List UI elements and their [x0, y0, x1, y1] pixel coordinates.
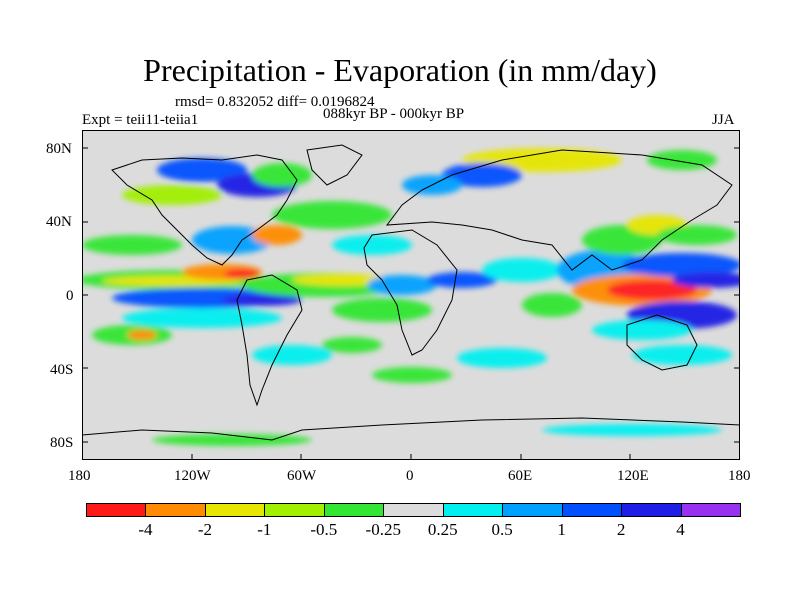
lon-label-60e: 60E [508, 468, 533, 484]
colorbar-segment [680, 503, 741, 517]
colorbar-segment [502, 503, 563, 517]
colorbar-segment [145, 503, 206, 517]
colorbar-segment [204, 503, 266, 517]
lon-label-0: 0 [406, 468, 414, 484]
rmsd-diff-text: rmsd= 0.832052 diff= 0.0196824 [175, 94, 375, 110]
colorbar-segment [621, 503, 682, 517]
colorbar-segment [442, 503, 504, 517]
world-map [82, 130, 740, 460]
lon-label-180-left: 180 [68, 468, 91, 484]
colorbar-segment [323, 503, 385, 517]
lon-label-60w: 60W [287, 468, 317, 484]
colorbar-label: 1 [557, 520, 566, 539]
colorbar-label: -0.25 [365, 520, 401, 539]
lon-label-120e: 120E [617, 468, 649, 484]
lat-label-0: 0 [66, 288, 74, 304]
map-frame [82, 130, 740, 460]
lat-label-40s: 40S [50, 362, 74, 378]
experiment-label: Expt = teii11-teiia1 [82, 112, 199, 128]
colorbar-segment [383, 503, 444, 517]
lat-label-40n: 40N [46, 214, 72, 230]
lat-label-80s: 80S [50, 435, 74, 451]
colorbar-label: -4 [138, 520, 153, 539]
lat-label-80n: 80N [46, 141, 72, 157]
colorbar-label: -2 [197, 520, 212, 539]
field-bands [82, 148, 740, 446]
period-text: 088kyr BP - 000kyr BP [323, 106, 465, 122]
colorbar-label: 4 [676, 520, 685, 539]
lon-label-120w: 120W [174, 468, 211, 484]
colorbar-label: 0.25 [427, 520, 458, 539]
colorbar-label: 2 [616, 520, 626, 539]
colorbar-segment [264, 503, 325, 517]
colorbar [86, 503, 741, 517]
lon-label-180-right: 180 [728, 468, 751, 484]
season-label: JJA [712, 112, 735, 128]
colorbar-segment [86, 503, 147, 517]
colorbar-label: 0.5 [491, 520, 513, 539]
colorbar-label: -0.5 [310, 520, 338, 539]
chart-title: Precipitation - Evaporation (in mm/day) [143, 52, 657, 88]
colorbar-label: -1 [257, 520, 272, 539]
colorbar-segment [561, 503, 623, 517]
coastlines [82, 144, 740, 441]
